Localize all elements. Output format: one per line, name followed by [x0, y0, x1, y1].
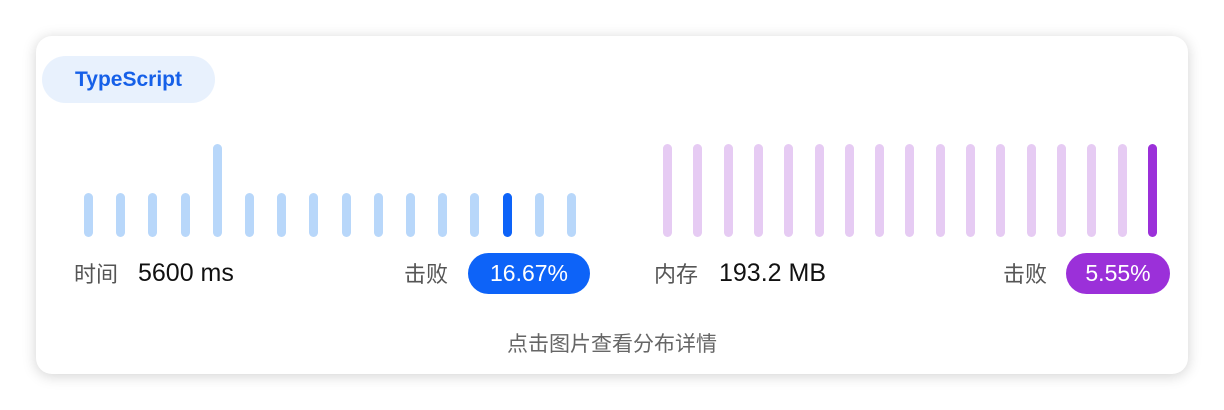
distribution-bar [502, 193, 512, 237]
distribution-bar [1147, 144, 1157, 237]
submission-result-card[interactable]: TypeScript 时间 5600 ms 击败 16.67% 内存 193.2… [36, 36, 1188, 374]
runtime-beat-badge: 16.67% [468, 253, 590, 294]
distribution-bar [996, 144, 1006, 237]
language-tag: TypeScript [42, 56, 215, 103]
distribution-bar [905, 144, 915, 237]
distribution-bar [663, 144, 672, 237]
distribution-bar [309, 193, 319, 237]
distribution-bar [723, 144, 733, 237]
distribution-bar [245, 193, 254, 237]
distribution-bar [84, 193, 93, 237]
runtime-distribution-chart[interactable] [84, 144, 584, 237]
distribution-bar [1026, 144, 1036, 237]
distribution-bar [1087, 144, 1097, 237]
runtime-value: 5600 ms [138, 258, 234, 287]
distribution-bar [1056, 144, 1066, 237]
distribution-bar [875, 144, 885, 237]
distribution-bar [470, 193, 480, 237]
distribution-bar [935, 144, 945, 237]
distribution-bar [753, 144, 763, 237]
distribution-bar [277, 193, 287, 237]
distribution-bar [966, 144, 975, 237]
distribution-bar [534, 193, 544, 237]
memory-distribution-chart[interactable] [663, 144, 1163, 237]
distribution-bar [341, 193, 351, 237]
distribution-bar [814, 144, 824, 237]
memory-label: 内存 [654, 262, 699, 287]
distribution-bar [438, 193, 448, 237]
memory-beat-badge: 5.55% [1066, 253, 1170, 294]
memory-value: 193.2 MB [719, 258, 827, 287]
distribution-bar [693, 144, 703, 237]
runtime-label: 时间 [74, 262, 119, 287]
runtime-beat-label: 击败 [404, 262, 449, 287]
distribution-bar [784, 144, 794, 237]
distribution-bar [373, 193, 383, 237]
distribution-bar [406, 193, 415, 237]
distribution-bar [212, 144, 222, 237]
distribution-bar [567, 193, 576, 237]
distribution-hint: 点击图片查看分布详情 [507, 333, 717, 356]
distribution-bar [844, 144, 854, 237]
distribution-bar [1117, 144, 1127, 237]
memory-beat-label: 击败 [1003, 262, 1048, 287]
distribution-bar [148, 193, 158, 237]
distribution-bar [116, 193, 126, 237]
distribution-bar [180, 193, 190, 237]
